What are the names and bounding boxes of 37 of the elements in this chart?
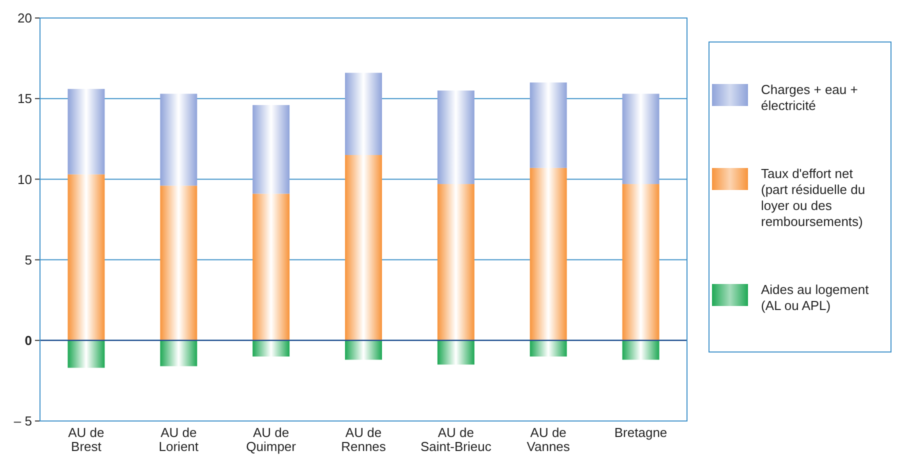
bar (160, 340, 198, 366)
bar (252, 105, 290, 194)
bar (68, 174, 105, 340)
legend-label: Aides au logement (AL ou APL) (761, 282, 870, 313)
bar (345, 155, 382, 340)
bar (68, 88, 105, 174)
bar (530, 340, 567, 357)
bar (160, 94, 198, 186)
legend-label: Charges + eau + électricité (761, 82, 858, 113)
bar (437, 184, 474, 340)
bar (345, 72, 382, 156)
x-tick-label: AU de Rennes (341, 425, 386, 454)
bar (437, 90, 474, 184)
y-tick-label: 15 (18, 91, 32, 106)
bar (530, 168, 567, 340)
bar (160, 186, 198, 340)
bar (68, 340, 105, 368)
bar (252, 340, 290, 357)
x-tick-label: AU de Brest (68, 425, 104, 454)
bar (622, 340, 660, 360)
x-tick-label: AU de Vannes (526, 425, 570, 454)
x-tick-label: Bretagne (614, 425, 668, 440)
y-tick-label: 0 (24, 332, 32, 348)
legend-label: Taux d'effort net (part résiduelle du loyer ou des remboursements) (761, 166, 866, 229)
bar (345, 340, 382, 360)
y-tick-label: 10 (18, 172, 32, 187)
x-tick-label: AU de Quimper (246, 425, 297, 454)
y-tick-label: 20 (18, 10, 32, 26)
bar (252, 194, 290, 340)
bar (530, 82, 567, 168)
bar (437, 340, 474, 365)
bar (622, 184, 660, 340)
y-tick-label: – 5 (14, 414, 32, 429)
x-tick-label: AU de Saint-Brieuc (420, 425, 492, 454)
x-tick-label: AU de Lorient (158, 425, 199, 454)
bar (622, 94, 660, 184)
y-tick-label: 5 (24, 252, 32, 268)
